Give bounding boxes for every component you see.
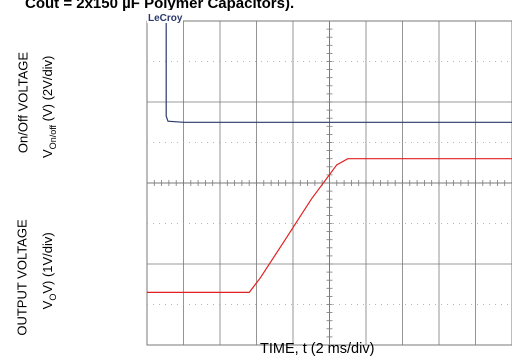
- y-label-onoff-sub: VOn/off (V) (2V/div): [40, 55, 58, 158]
- grid: [146, 20, 512, 346]
- chart-title: Cout = 2x150 µF Polymer Capacitors).: [25, 0, 295, 12]
- x-axis-label: TIME, t (2 ms/div): [260, 341, 375, 357]
- trace-output-voltage: [147, 158, 512, 293]
- lecroy-logo: LeCroy: [147, 10, 183, 24]
- y-label-output-top: OUTPUT VOLTAGE: [14, 219, 30, 336]
- y-label-output-sub: VOV) (1V/div): [40, 232, 58, 310]
- y-label-onoff-top: On/Off VOLTAGE: [15, 51, 31, 154]
- brand-logo: LeCroy: [148, 13, 183, 24]
